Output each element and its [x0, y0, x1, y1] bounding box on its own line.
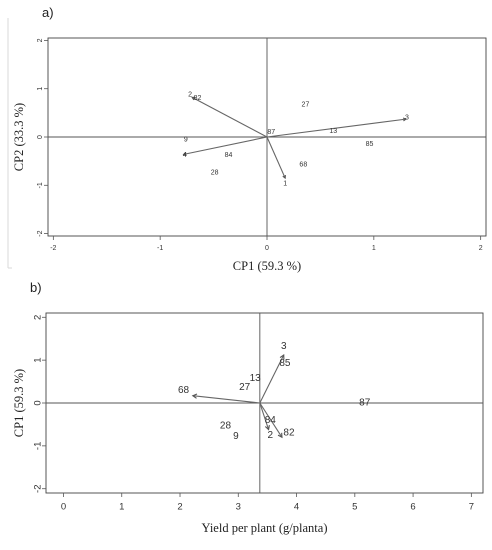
vector-arrowhead [264, 425, 270, 431]
point-label: 3 [281, 341, 287, 352]
point-label: 2 [268, 430, 274, 441]
point-label: 13 [250, 373, 262, 384]
point-label: 85 [366, 141, 374, 148]
point-label: 28 [211, 170, 219, 177]
y-tick-label: -2 [33, 484, 44, 492]
y-tick-label: 0 [33, 400, 44, 405]
y-tick-label: 0 [37, 135, 44, 139]
y-tick-label: 2 [37, 38, 44, 42]
loading-vector [266, 118, 406, 138]
vector-arrowhead [182, 152, 187, 156]
point-label: 9 [184, 137, 188, 144]
x-tick-label: -2 [50, 245, 56, 252]
point-label: 87 [359, 398, 371, 409]
y-tick-label: -1 [33, 442, 44, 450]
loading-vector [183, 136, 268, 155]
point-label: 2 [188, 91, 192, 98]
y-tick-label: -1 [37, 182, 44, 188]
y-tick-label: 1 [33, 357, 44, 362]
panel-a-label: a) [42, 5, 54, 20]
x-tick-label: 0 [61, 502, 66, 513]
point-label: 84 [225, 152, 233, 159]
vector-arrowhead [277, 432, 283, 439]
y-tick-label: 2 [33, 315, 44, 320]
point-label: 68 [178, 385, 190, 396]
point-label: 27 [302, 101, 310, 108]
point-label: 3 [405, 115, 409, 122]
x-tick-label: 1 [119, 502, 124, 513]
point-label: 28 [220, 420, 232, 431]
x-axis-title: Yield per plant (g/planta) [201, 521, 327, 535]
y-tick-label: -2 [37, 230, 44, 236]
y-axis-title: CP1 (59.3 %) [12, 369, 26, 437]
loading-vector [259, 402, 283, 438]
vector-arrowhead [191, 96, 196, 101]
x-tick-label: 1 [372, 245, 376, 252]
point-label: 13 [329, 128, 337, 135]
point-label: 87 [267, 129, 275, 136]
x-tick-label: 2 [177, 502, 182, 513]
point-label: 82 [283, 428, 295, 439]
point-label: 82 [194, 95, 202, 102]
x-tick-label: 3 [236, 502, 241, 513]
x-tick-label: 0 [265, 245, 269, 252]
loading-vector [259, 402, 270, 430]
loading-vector [266, 136, 286, 179]
loading-vector [191, 96, 268, 138]
x-tick-label: 4 [294, 502, 299, 513]
x-tick-label: 7 [469, 502, 474, 513]
point-label: 27 [239, 382, 251, 393]
loading-vector [192, 395, 260, 404]
point-label: 4 [183, 152, 187, 159]
point-label: 9 [233, 431, 239, 442]
y-tick-label: 1 [37, 87, 44, 91]
y-axis-title: CP2 (33.3 %) [12, 103, 26, 171]
point-label: 85 [279, 358, 291, 369]
x-tick-label: -1 [157, 245, 163, 252]
point-label: 68 [299, 161, 307, 168]
point-label: 1 [283, 181, 287, 188]
panel-b-label: b) [30, 280, 42, 295]
vector-arrowhead [282, 175, 286, 180]
vector-arrowhead [279, 353, 285, 360]
x-tick-label: 2 [479, 245, 483, 252]
x-tick-label: 6 [410, 502, 415, 513]
vector-arrowhead [402, 117, 408, 122]
x-axis-title: CP1 (59.3 %) [233, 259, 301, 273]
vector-arrowhead [191, 393, 198, 399]
loading-vector [259, 354, 285, 404]
x-tick-label: 5 [352, 502, 357, 513]
point-label: 84 [265, 415, 277, 426]
